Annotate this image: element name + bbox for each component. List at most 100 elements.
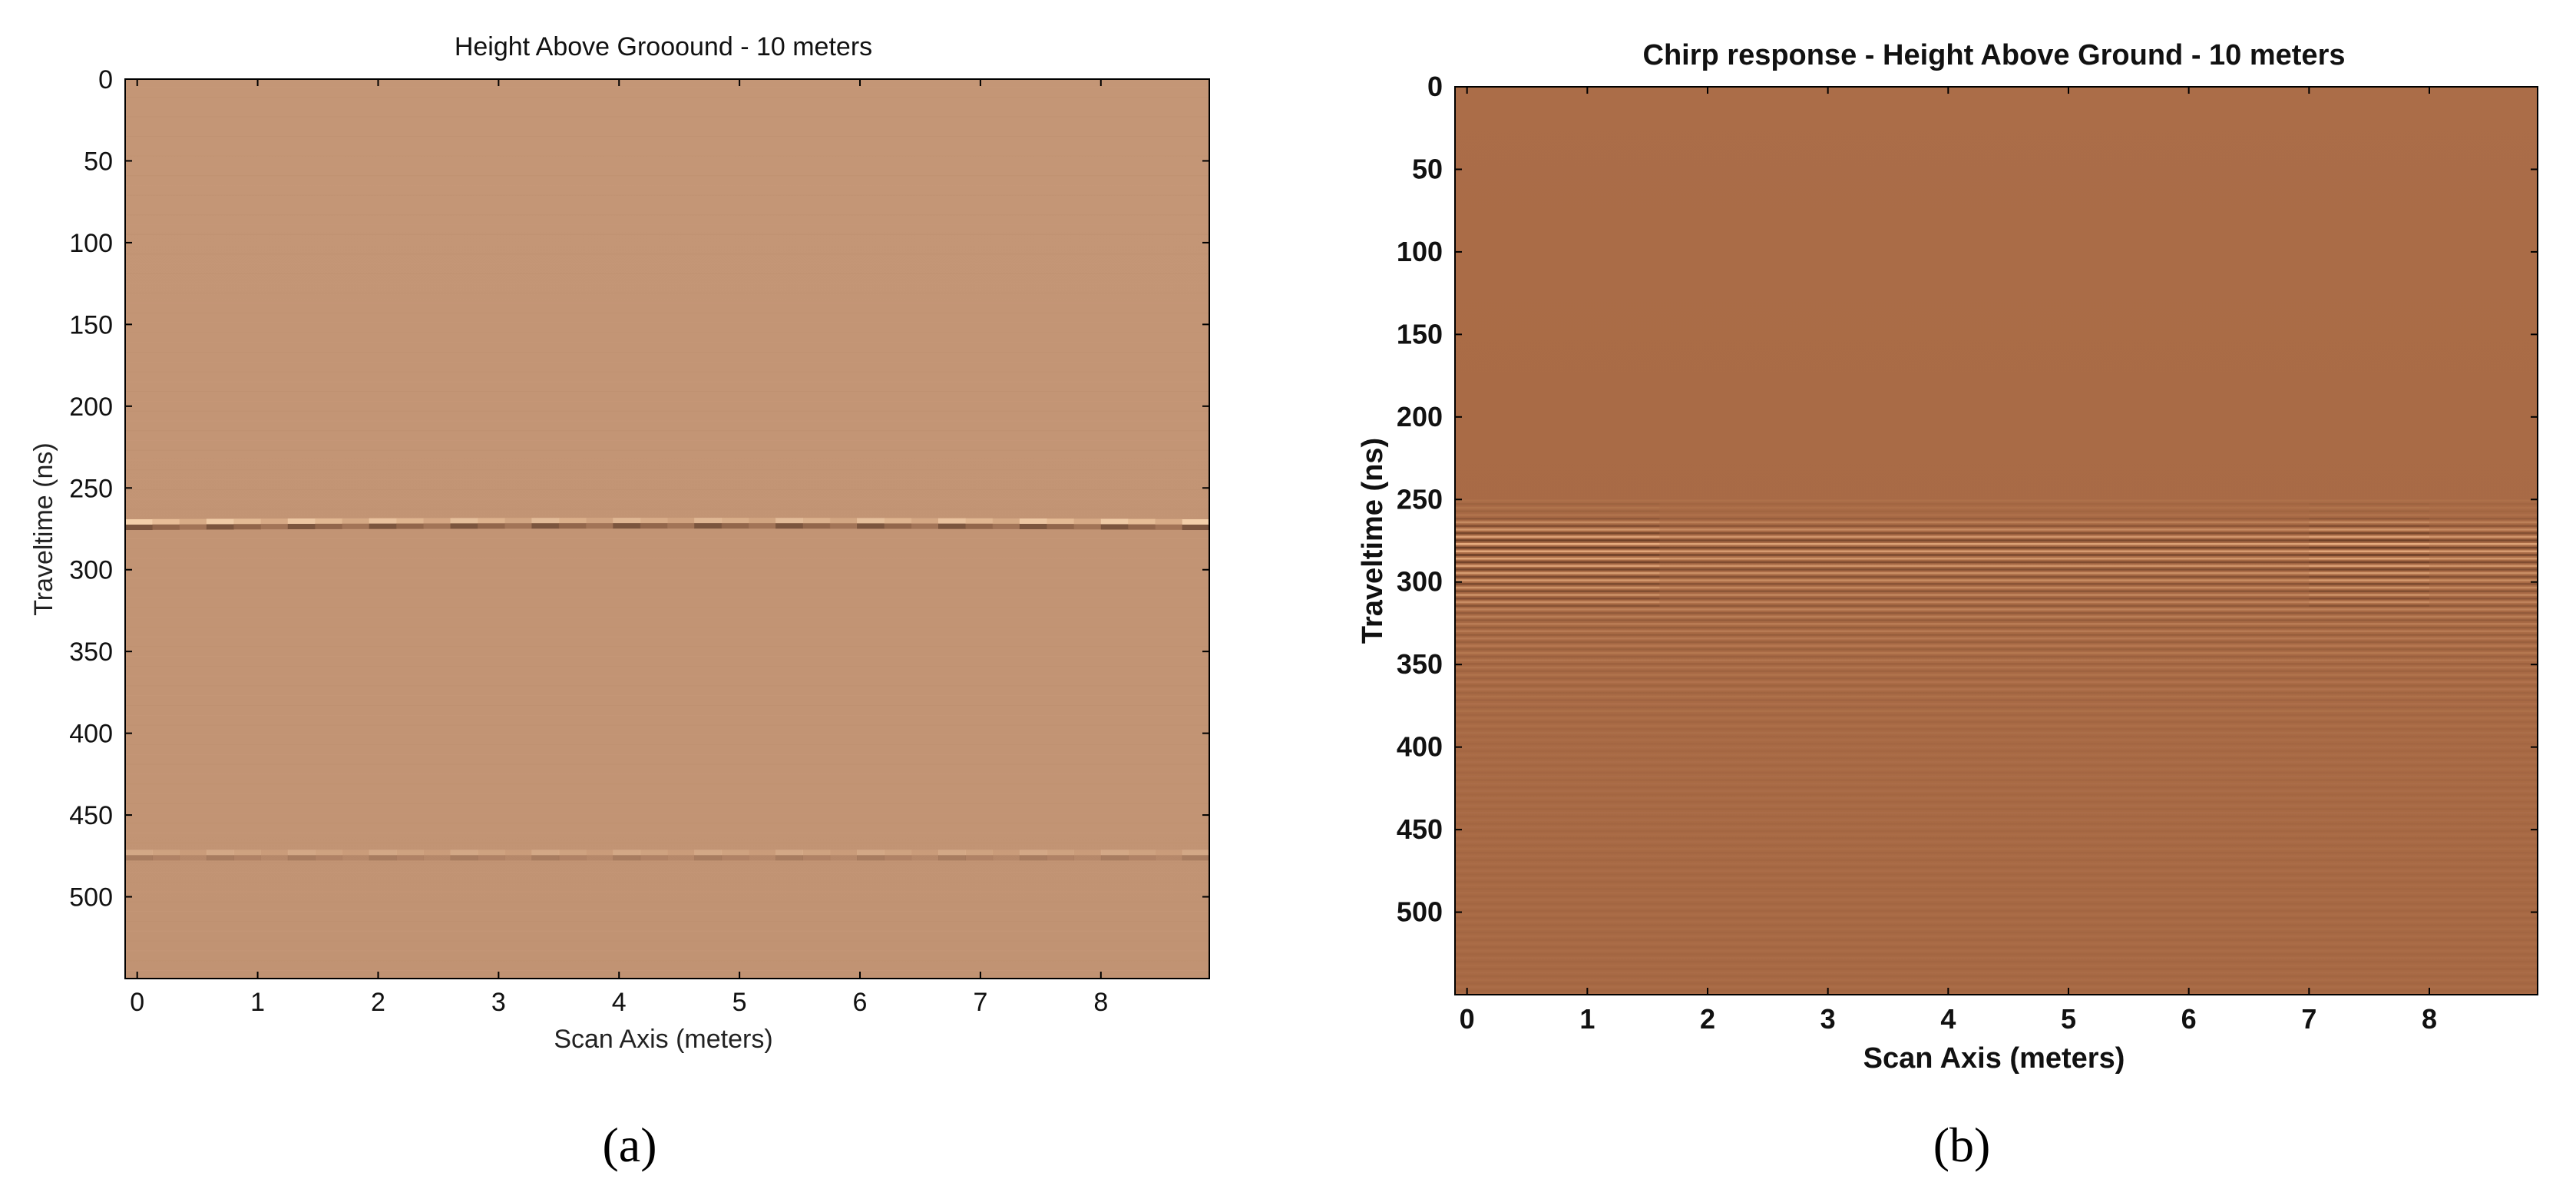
x-tick-label: 2: [371, 988, 385, 1017]
chirp-ring: [1455, 568, 2538, 571]
reflector-band-light: [884, 518, 912, 524]
reflector-band-light: [992, 518, 1020, 524]
reflector-band-dark: [369, 855, 397, 861]
chirp-ring: [1455, 604, 2538, 607]
x-tick-label: 3: [1820, 1003, 1836, 1035]
reflector-band-light: [1128, 518, 1156, 525]
y-tick-label: 300: [69, 556, 113, 585]
plot-frame: [1454, 86, 2538, 995]
chirp-ring-edge: [2309, 565, 2429, 567]
y-tick-label: 400: [1397, 731, 1443, 763]
reflector-band-light: [179, 850, 207, 856]
chirp-ring: [1455, 971, 2538, 974]
chirp-ring-edge: [2309, 594, 2429, 596]
reflector-band-dark: [1019, 524, 1047, 530]
reflector-band-light: [667, 850, 695, 856]
chirp-ring: [1455, 935, 2538, 938]
chirp-ring: [1455, 739, 2538, 741]
reflector-band-light: [911, 518, 939, 524]
chirp-ring: [1455, 565, 2538, 567]
chirp-ring: [1455, 695, 2538, 698]
chirp-ring: [1455, 557, 2538, 560]
reflector-band-dark: [857, 523, 885, 529]
chirp-ring: [1455, 895, 2538, 898]
chirp-ring: [1455, 728, 2538, 730]
chirp-ring-edge: [2309, 525, 2429, 527]
chirp-ring: [1455, 586, 2538, 589]
chirp-ring: [1455, 819, 2538, 821]
chirp-ring-edge: [2309, 597, 2429, 600]
y-tick-label: 150: [1397, 318, 1443, 349]
reflector-band-dark: [802, 855, 831, 861]
chirp-ring: [1455, 514, 2538, 516]
x-tick-label: 3: [491, 988, 506, 1017]
chirp-ring-edge: [1455, 528, 1660, 531]
reflector-band-dark: [884, 855, 912, 861]
chirp-ring: [1455, 913, 2538, 916]
chirp-ring: [1455, 597, 2538, 600]
reflector-band-dark: [152, 855, 180, 861]
chirp-ring-edge: [2309, 510, 2429, 513]
chirp-ring: [1455, 953, 2538, 956]
reflector-band-dark: [938, 523, 966, 529]
reflector-band-light: [775, 850, 803, 856]
chirp-ring-edge: [1455, 532, 1660, 535]
chirp-ring: [1455, 525, 2538, 527]
reflector-band-dark: [287, 855, 316, 861]
reflector-band-light: [504, 850, 532, 856]
chirp-ring-edge: [1455, 557, 1660, 560]
reflector-band-dark: [504, 523, 532, 529]
chirp-ring: [1455, 826, 2538, 829]
chirp-ring-edge: [2309, 546, 2429, 549]
chirp-ring: [1455, 681, 2538, 684]
reflector-band-dark: [613, 855, 641, 861]
reflector-band-dark: [396, 523, 424, 529]
chirp-ring: [1455, 503, 2538, 505]
chirp-ring: [1455, 543, 2538, 545]
chirp-ring: [1455, 528, 2538, 531]
reflector-band-dark: [558, 855, 587, 861]
chirp-ring: [1455, 811, 2538, 814]
reflector-band-light: [748, 850, 776, 856]
reflector-band-light: [829, 518, 858, 524]
chirp-ring: [1455, 880, 2538, 883]
reflector-band-light: [613, 850, 641, 856]
reflector-band-dark: [179, 524, 207, 530]
chirp-ring: [1455, 619, 2538, 621]
reflector-band-dark: [965, 523, 994, 529]
reflector-band-light: [423, 518, 451, 524]
chirp-ring: [1455, 863, 2538, 865]
chirp-ring: [1455, 884, 2538, 887]
reflector-band-dark: [1182, 525, 1210, 531]
panel-label-a: (a): [602, 1118, 656, 1172]
chirp-ring: [1455, 903, 2538, 905]
chirp-ring-edge: [1455, 597, 1660, 600]
reflector-band-light: [829, 850, 858, 856]
reflector-band-light: [911, 850, 939, 856]
chirp-ring: [1455, 844, 2538, 847]
chirp-ring: [1455, 717, 2538, 720]
reflector-band-light: [233, 518, 261, 525]
chirp-ring: [1455, 594, 2538, 596]
chirp-ring: [1455, 866, 2538, 869]
reflector-bands: [125, 87, 1210, 971]
chirp-ring: [1455, 946, 2538, 949]
reflector-band-dark: [938, 855, 966, 861]
chirp-ring: [1455, 823, 2538, 825]
reflector-band-dark: [1073, 855, 1102, 861]
chirp-ring: [1455, 677, 2538, 680]
chirp-ring: [1455, 590, 2538, 593]
chirp-ring: [1455, 920, 2538, 923]
reflector-band-light: [558, 518, 587, 524]
x-tick-label: 0: [130, 988, 144, 1017]
chirp-ring-edge: [2309, 590, 2429, 593]
chirp-ring: [1455, 783, 2538, 785]
chirp-ring: [1455, 510, 2538, 513]
reflector-band-light: [504, 518, 532, 524]
reflector-band-dark: [721, 855, 749, 861]
chirp-ring: [1455, 651, 2538, 654]
y-tick-label: 200: [1397, 401, 1443, 432]
chirp-ring: [1455, 873, 2538, 876]
reflector-band-light: [260, 518, 289, 525]
chirp-ring: [1455, 768, 2538, 770]
